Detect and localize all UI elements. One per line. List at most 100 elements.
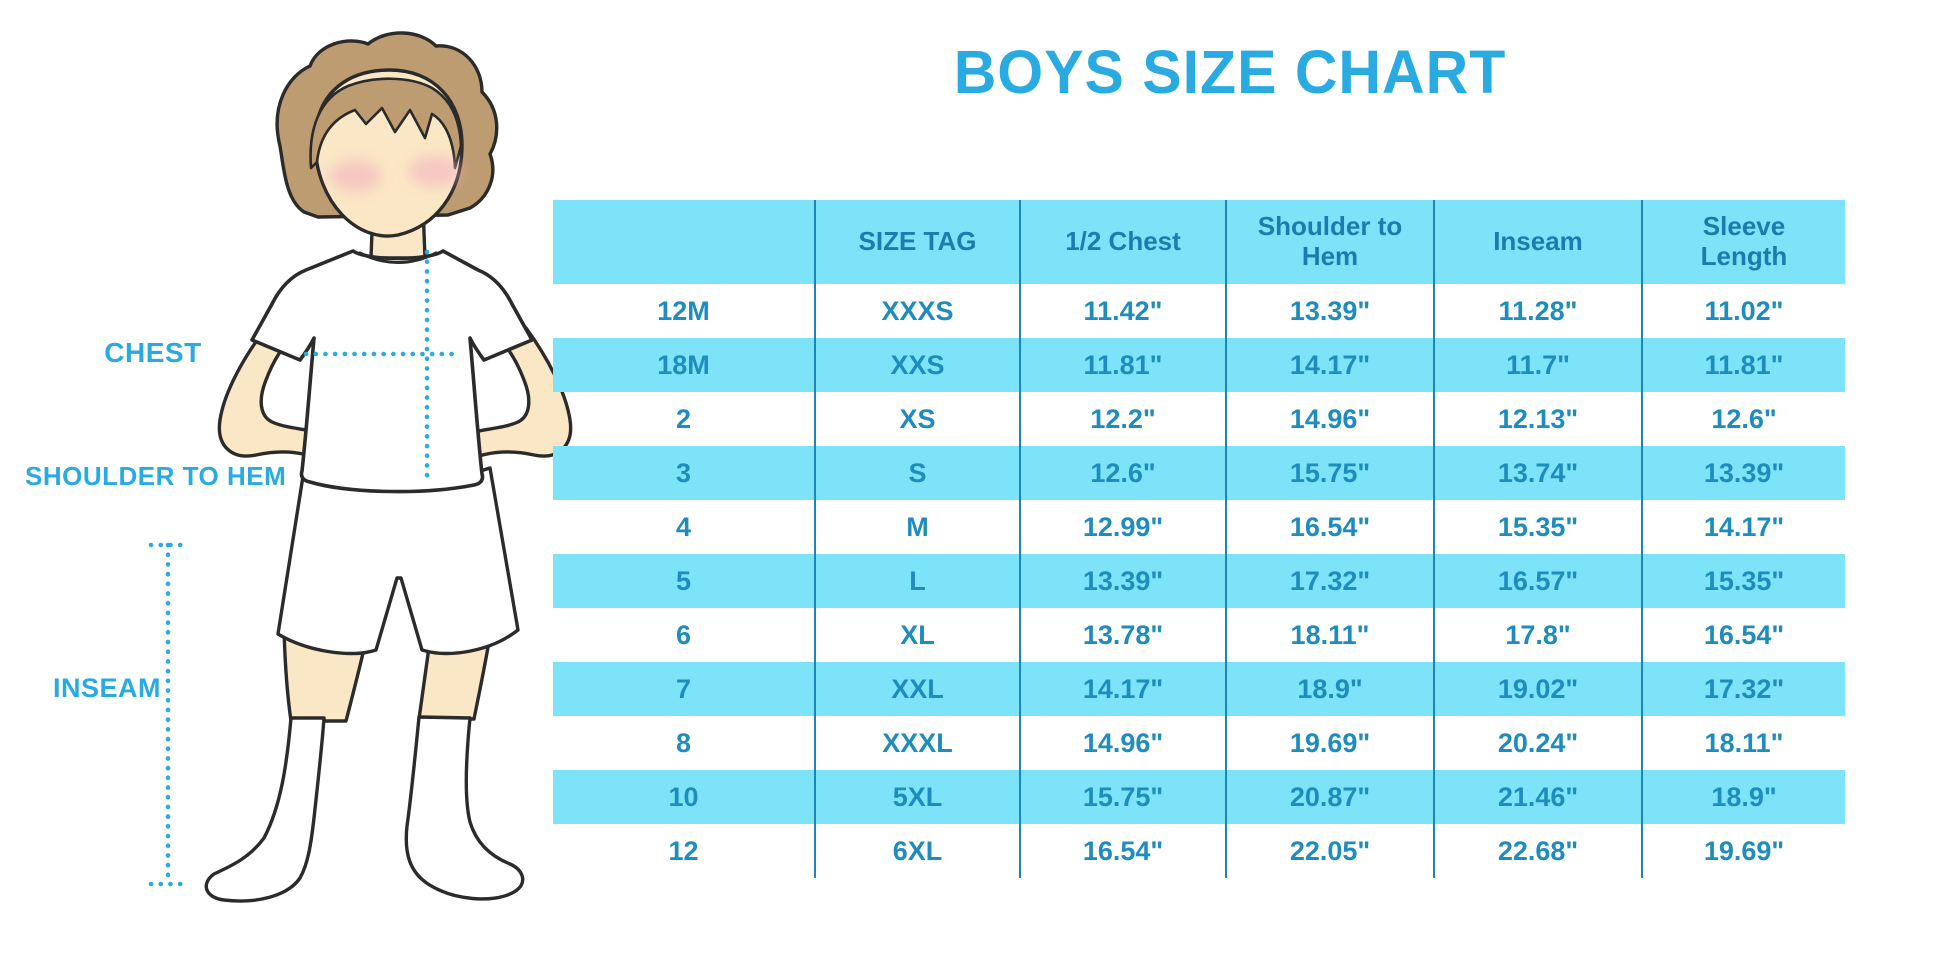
table-cell: 14.96" (1225, 392, 1434, 446)
table-cell: XL (814, 608, 1020, 662)
table-cell: 14.96" (1019, 716, 1226, 770)
table-cell: 6XL (814, 824, 1020, 878)
table-cell: 12.6" (1641, 392, 1845, 446)
table-cell: 16.57" (1433, 554, 1642, 608)
table-cell: L (814, 554, 1020, 608)
collar-line (358, 251, 438, 264)
table-cell: S (814, 446, 1020, 500)
table-cell: 19.02" (1433, 662, 1642, 716)
table-cell: 13.39" (1641, 446, 1845, 500)
column-header: Inseam (1433, 200, 1642, 284)
table-cell: 18.11" (1225, 608, 1434, 662)
table-cell: 12.2" (1019, 392, 1226, 446)
blush-left (329, 160, 381, 192)
table-cell: 5XL (814, 770, 1020, 824)
table-cell: XS (814, 392, 1020, 446)
table-cell: XXXS (814, 284, 1020, 338)
table-cell: 18.9" (1641, 770, 1845, 824)
table-cell: 6 (675, 619, 692, 650)
table-row: 10 5XL 15.75" 20.87" 21.46" 18.9" (553, 770, 1845, 824)
table-cell: 13.78" (1019, 608, 1226, 662)
table-cell: 4 (675, 511, 692, 542)
table-cell: 22.05" (1225, 824, 1434, 878)
table-cell: 11.81" (1641, 338, 1845, 392)
table-cell: 13.39" (1019, 554, 1226, 608)
table-cell: 10 (553, 770, 815, 824)
table-cell: 17.32" (1641, 662, 1845, 716)
table-cell: 16.54" (1225, 500, 1434, 554)
table-row: 12M XXXS 11.42" 13.39" 11.28" 11.02" (553, 284, 1845, 338)
right-sock (404, 715, 525, 901)
table-cell: 11.02" (1641, 284, 1845, 338)
column-header: Shoulder to Hem (1225, 200, 1434, 284)
boy-illustration (148, 31, 573, 903)
table-cell: 11.81" (1019, 338, 1226, 392)
table-cell: 12M (657, 295, 710, 326)
column-header: 1/2 Chest (1019, 200, 1226, 284)
shoulder-to-hem-label: SHOULDER TO HEM (25, 461, 287, 491)
size-table-body: 12M XXXS 11.42" 13.39" 11.28" 11.02" 18M XXS 11.… (553, 284, 1845, 878)
table-cell: 12 (668, 835, 699, 866)
table-row: 3 S 12.6" 15.75" 13.74" 13.39" (553, 446, 1845, 500)
table-cell: 12.99" (1019, 500, 1226, 554)
table-cell: 13.39" (1225, 284, 1434, 338)
table-cell: 7 (553, 662, 815, 716)
table-cell: 11.42" (1019, 284, 1226, 338)
table-cell: 20.87" (1225, 770, 1434, 824)
hair-fringe (309, 77, 463, 170)
table-row: 18M XXS 11.81" 14.17" 11.7" 11.81" (553, 338, 1845, 392)
blush-right (409, 155, 461, 187)
table-row: 12 6XL 16.54" 22.05" 22.68" 19.69" (553, 824, 1845, 878)
table-cell: XXL (814, 662, 1020, 716)
table-cell: 16.54" (1019, 824, 1226, 878)
table-cell: 15.35" (1641, 554, 1845, 608)
inseam-label: INSEAM (52, 673, 161, 703)
table-cell: 8 (675, 727, 692, 758)
table-cell: 12.6" (1019, 446, 1226, 500)
table-cell: 12.13" (1433, 392, 1642, 446)
size-table: SIZE TAG 1/2 Chest Shoulder to Hem Inseam Sl… (553, 200, 1845, 878)
table-cell: 15.75" (1019, 770, 1226, 824)
table-cell: 22.68" (1433, 824, 1642, 878)
table-cell: 18.11" (1641, 716, 1845, 770)
page-title: BOYS SIZE CHART (953, 37, 1507, 107)
column-header (553, 200, 815, 284)
table-cell: 19.69" (1225, 716, 1434, 770)
table-cell: M (814, 500, 1020, 554)
table-cell: 3 (553, 446, 815, 500)
table-cell: 18.9" (1225, 662, 1434, 716)
table-cell: 13.74" (1433, 446, 1642, 500)
table-row: 4 M 12.99" 16.54" 15.35" 14.17" (553, 500, 1845, 554)
left-sock (204, 716, 326, 903)
table-cell: 20.24" (1433, 716, 1642, 770)
table-cell: 2 (675, 403, 692, 434)
chest-label: CHEST (104, 337, 202, 368)
table-cell: 15.35" (1433, 500, 1642, 554)
table-row: 5 L 13.39" 17.32" 16.57" 15.35" (553, 554, 1845, 608)
table-cell: 18M (553, 338, 815, 392)
table-cell: 11.28" (1433, 284, 1642, 338)
shorts (276, 466, 520, 656)
size-table-header: SIZE TAG 1/2 Chest Shoulder to Hem Inseam Sl… (553, 200, 1845, 284)
table-row: 2 XS 12.2" 14.96" 12.13" 12.6" (553, 392, 1845, 446)
table-cell: 21.46" (1433, 770, 1642, 824)
table-row: 7 XXL 14.17" 18.9" 19.02" 17.32" (553, 662, 1845, 716)
table-cell: 14.17" (1225, 338, 1434, 392)
column-header: SIZE TAG (814, 200, 1020, 284)
column-header: Sleeve Length (1641, 200, 1845, 284)
table-cell: 17.32" (1225, 554, 1434, 608)
table-row: 6 XL 13.78" 18.11" 17.8" 16.54" (553, 608, 1845, 662)
table-cell: 17.8" (1433, 608, 1642, 662)
table-cell: 19.69" (1641, 824, 1845, 878)
table-cell: 11.7" (1433, 338, 1642, 392)
table-cell: 16.54" (1641, 608, 1845, 662)
table-cell: XXS (814, 338, 1020, 392)
table-cell: XXXL (814, 716, 1020, 770)
table-cell: 14.17" (1019, 662, 1226, 716)
table-cell: 15.75" (1225, 446, 1434, 500)
table-cell: 14.17" (1641, 500, 1845, 554)
table-row: 8 XXXL 14.96" 19.69" 20.24" 18.11" (553, 716, 1845, 770)
header-row: SIZE TAG 1/2 Chest Shoulder to Hem Inseam Sl… (553, 200, 1845, 284)
t-shirt (250, 249, 534, 494)
